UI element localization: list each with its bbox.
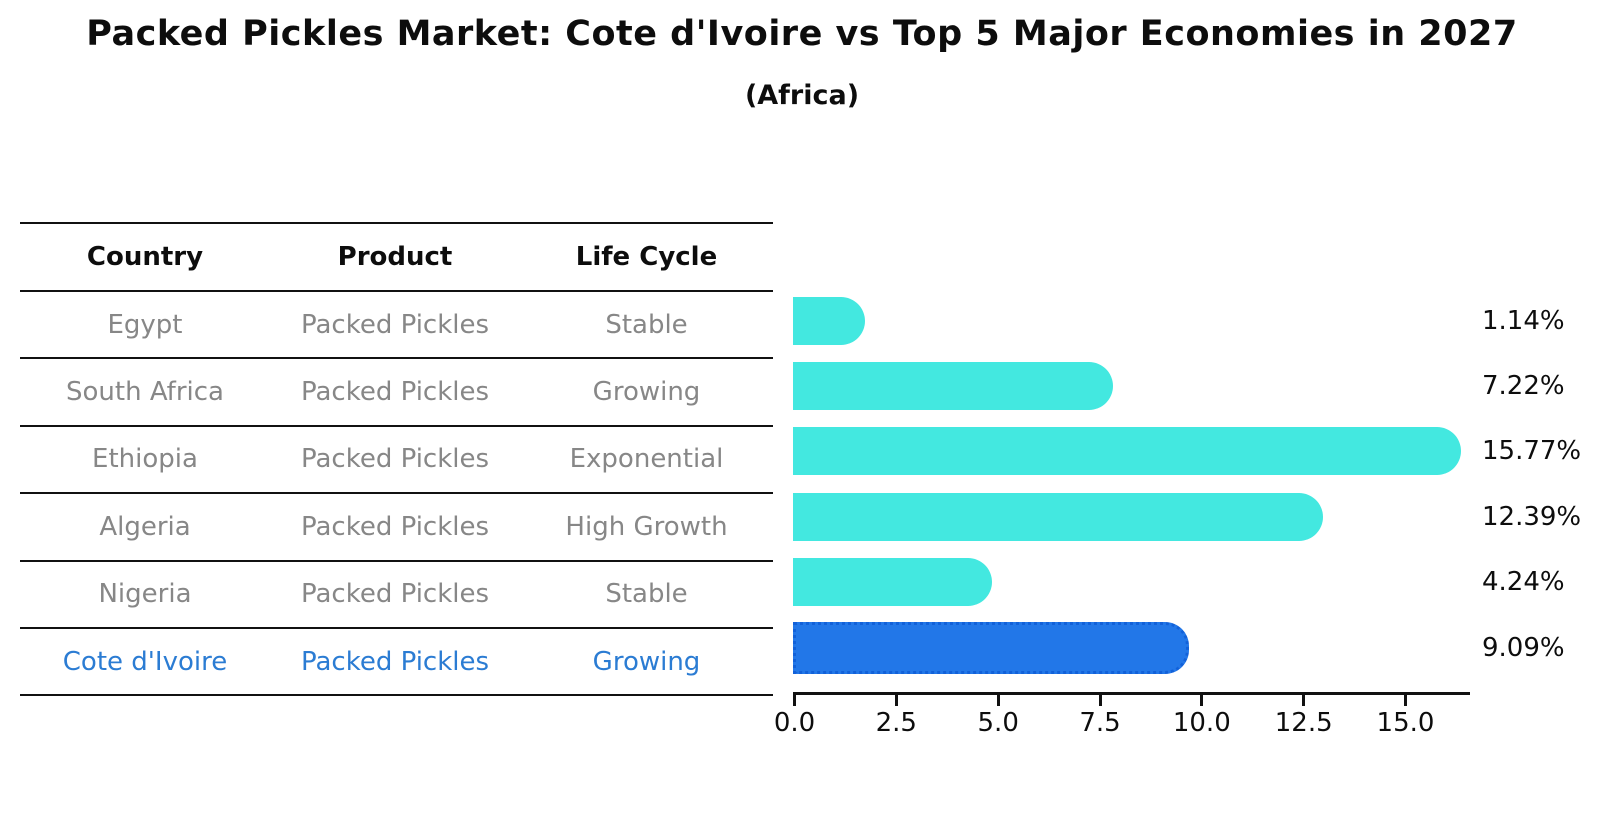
x-axis-tick-label: 12.5 [1274,708,1333,738]
value-label-algeria: 12.39% [1482,501,1582,532]
x-axis-tick [793,695,796,706]
table-header-row: Country Product Life Cycle [20,222,773,290]
x-axis-tick [996,695,1000,706]
x-axis-tick-label: 15.0 [1376,708,1435,738]
bar-chart-plot-area [793,288,1470,680]
product-cell: Packed Pickles [300,511,490,542]
bar-row [793,353,1470,418]
product-cell: Packed Pickles [300,444,490,475]
table-row: South Africa Packed Pickles Growing [20,357,773,424]
bar-value-labels: 1.14% 7.22% 15.77% 12.39% 4.24% 9.09% [1482,288,1602,680]
value-label-nigeria: 4.24% [1482,567,1565,598]
bar-ethiopia [793,427,1461,476]
product-cell: Packed Pickles [300,377,490,408]
column-header-life-cycle: Life Cycle [575,242,718,272]
x-axis-tick-label: 7.5 [1079,708,1121,738]
x-axis-line [793,692,1470,695]
bar-row [793,419,1470,484]
life-cycle-cell: Exponential [569,444,724,475]
x-axis-tick-label: 10.0 [1172,708,1231,738]
product-cell: Packed Pickles [300,579,490,610]
value-label-south-africa: 7.22% [1482,371,1565,402]
product-cell: Packed Pickles [300,309,490,340]
table-row: Egypt Packed Pickles Stable [20,290,773,357]
product-cell: Packed Pickles [300,646,490,677]
country-cell: Cote d'Ivoire [62,646,228,677]
life-cycle-cell: Growing [592,646,701,677]
bar-cote-d-ivoire-highlighted [793,621,1190,674]
life-cycle-cell: Stable [605,309,688,340]
value-label-cote-d-ivoire: 9.09% [1482,632,1565,663]
page-title: Packed Pickles Market: Cote d'Ivoire vs … [86,14,1518,54]
country-cell: Egypt [107,309,183,340]
country-cell: Nigeria [98,579,192,610]
bar-row [793,484,1470,549]
x-axis-tick [1200,695,1204,706]
x-axis-tick [894,695,898,706]
x-axis-tick-label: 2.5 [875,708,917,738]
bar-south-africa [793,362,1113,411]
country-cell: South Africa [66,377,224,408]
column-header-country: Country [86,242,204,272]
bar-egypt [793,296,866,345]
table-row: Nigeria Packed Pickles Stable [20,559,773,627]
x-axis-tick-label: 5.0 [977,708,1019,738]
value-label-egypt: 1.14% [1482,305,1565,336]
table-row: Ethiopia Packed Pickles Exponential [20,424,773,492]
x-axis-tick-label: 0.0 [773,708,816,738]
life-cycle-cell: High Growth [565,511,728,542]
x-axis-tick [1098,695,1102,706]
table-row: Algeria Packed Pickles High Growth [20,492,773,559]
x-axis-tick-labels: 0.0 2.5 5.0 7.5 10.0 12.5 15.0 [774,708,1470,744]
bar-row [793,288,1470,353]
column-header-product: Product [337,242,453,272]
x-axis-ticks [793,695,1470,707]
country-cell: Ethiopia [92,444,198,475]
country-cell: Algeria [99,511,191,542]
page-subtitle: (Africa) [744,80,860,111]
bar-algeria [793,492,1324,541]
country-table: Country Product Life Cycle Egypt Packed … [20,222,773,697]
life-cycle-cell: Growing [592,377,701,408]
x-axis-tick [1404,695,1407,706]
bar-row [793,615,1470,680]
bar-row [793,550,1470,615]
x-axis-tick [1302,695,1306,706]
bar-nigeria [793,558,992,607]
life-cycle-cell: Stable [605,579,688,610]
table-row-highlighted: Cote d'Ivoire Packed Pickles Growing [20,626,773,697]
value-label-ethiopia: 15.77% [1482,436,1582,467]
